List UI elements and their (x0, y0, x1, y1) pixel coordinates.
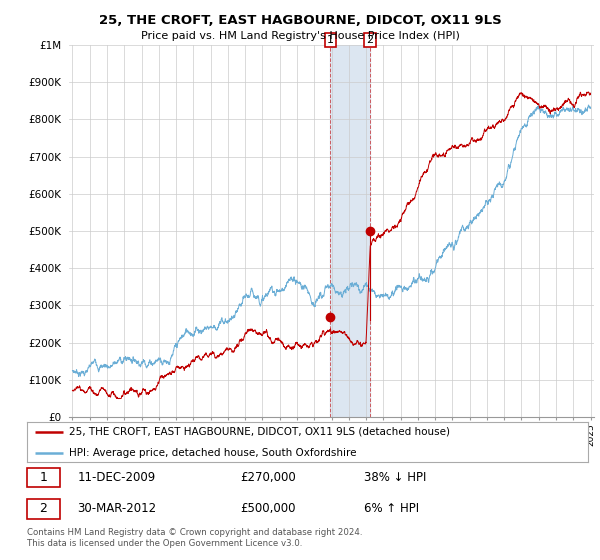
Text: Contains HM Land Registry data © Crown copyright and database right 2024.
This d: Contains HM Land Registry data © Crown c… (27, 528, 362, 548)
Text: Price paid vs. HM Land Registry's House Price Index (HPI): Price paid vs. HM Land Registry's House … (140, 31, 460, 41)
Text: 2: 2 (367, 35, 374, 45)
Text: 11-DEC-2009: 11-DEC-2009 (77, 471, 156, 484)
Text: 25, THE CROFT, EAST HAGBOURNE, DIDCOT, OX11 9LS: 25, THE CROFT, EAST HAGBOURNE, DIDCOT, O… (98, 14, 502, 27)
Text: 38% ↓ HPI: 38% ↓ HPI (364, 471, 426, 484)
Text: 6% ↑ HPI: 6% ↑ HPI (364, 502, 419, 515)
Bar (331, 45, 370, 417)
Text: £270,000: £270,000 (240, 471, 296, 484)
Text: HPI: Average price, detached house, South Oxfordshire: HPI: Average price, detached house, Sout… (69, 448, 356, 458)
Text: 1: 1 (40, 471, 47, 484)
Text: £500,000: £500,000 (240, 502, 296, 515)
Text: 2: 2 (40, 502, 47, 515)
FancyBboxPatch shape (27, 499, 59, 519)
Text: 30-MAR-2012: 30-MAR-2012 (77, 502, 157, 515)
Text: 1: 1 (327, 35, 334, 45)
Text: 25, THE CROFT, EAST HAGBOURNE, DIDCOT, OX11 9LS (detached house): 25, THE CROFT, EAST HAGBOURNE, DIDCOT, O… (69, 427, 450, 437)
FancyBboxPatch shape (27, 468, 59, 487)
